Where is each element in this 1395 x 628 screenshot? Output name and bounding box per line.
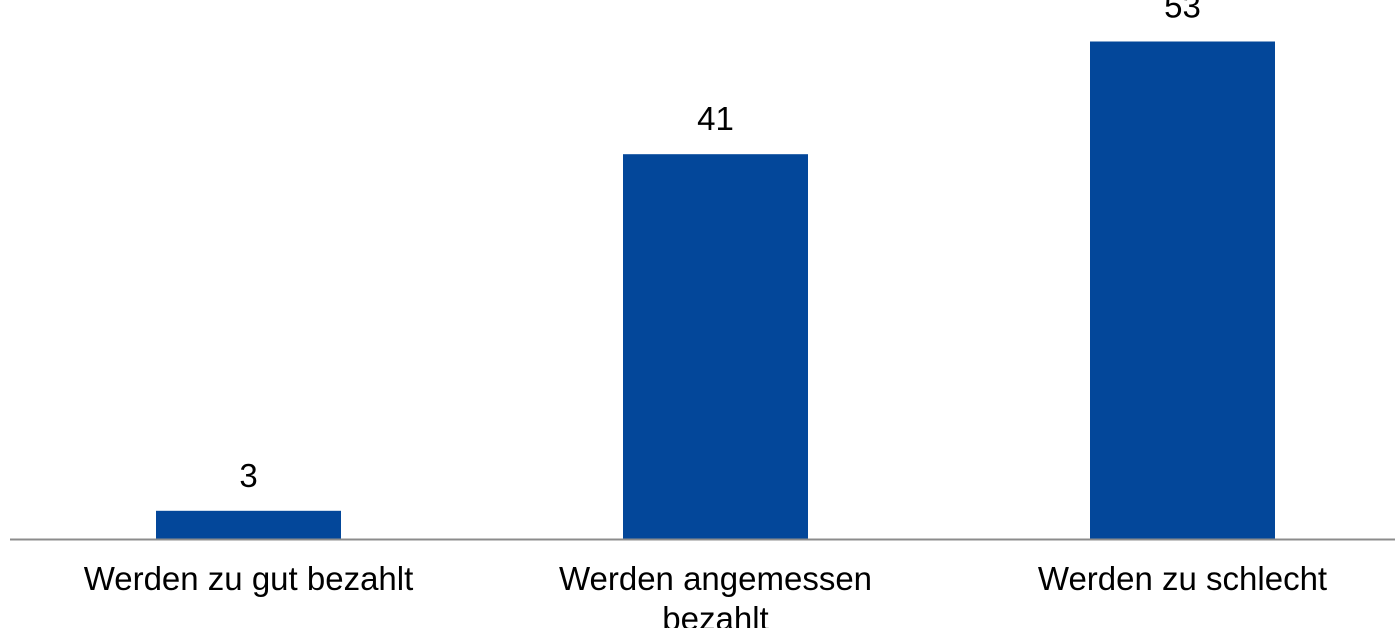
data-label-2: 53	[1164, 0, 1201, 25]
bar-1	[623, 154, 808, 539]
category-label-2: Werden zu schlecht	[1038, 560, 1327, 597]
data-label-1: 41	[697, 100, 734, 137]
category-label-1-line-1: bezahlt	[662, 600, 768, 628]
data-label-0: 3	[239, 457, 257, 494]
bars-layer	[156, 41, 1275, 539]
labels-layer: 3 Werden zu gut bezahlt 41 Werden angemesse…	[84, 0, 1327, 628]
category-label-0-line-0: Werden zu gut bezahlt	[84, 560, 414, 597]
bar-0	[156, 510, 341, 539]
category-label-0: Werden zu gut bezahlt	[84, 560, 414, 597]
bar-2	[1090, 41, 1275, 539]
category-label-2-line-0: Werden zu schlecht	[1038, 560, 1327, 597]
category-label-1: Werden angemessen bezahlt	[559, 560, 872, 628]
category-label-1-line-0: Werden angemessen	[559, 560, 872, 597]
